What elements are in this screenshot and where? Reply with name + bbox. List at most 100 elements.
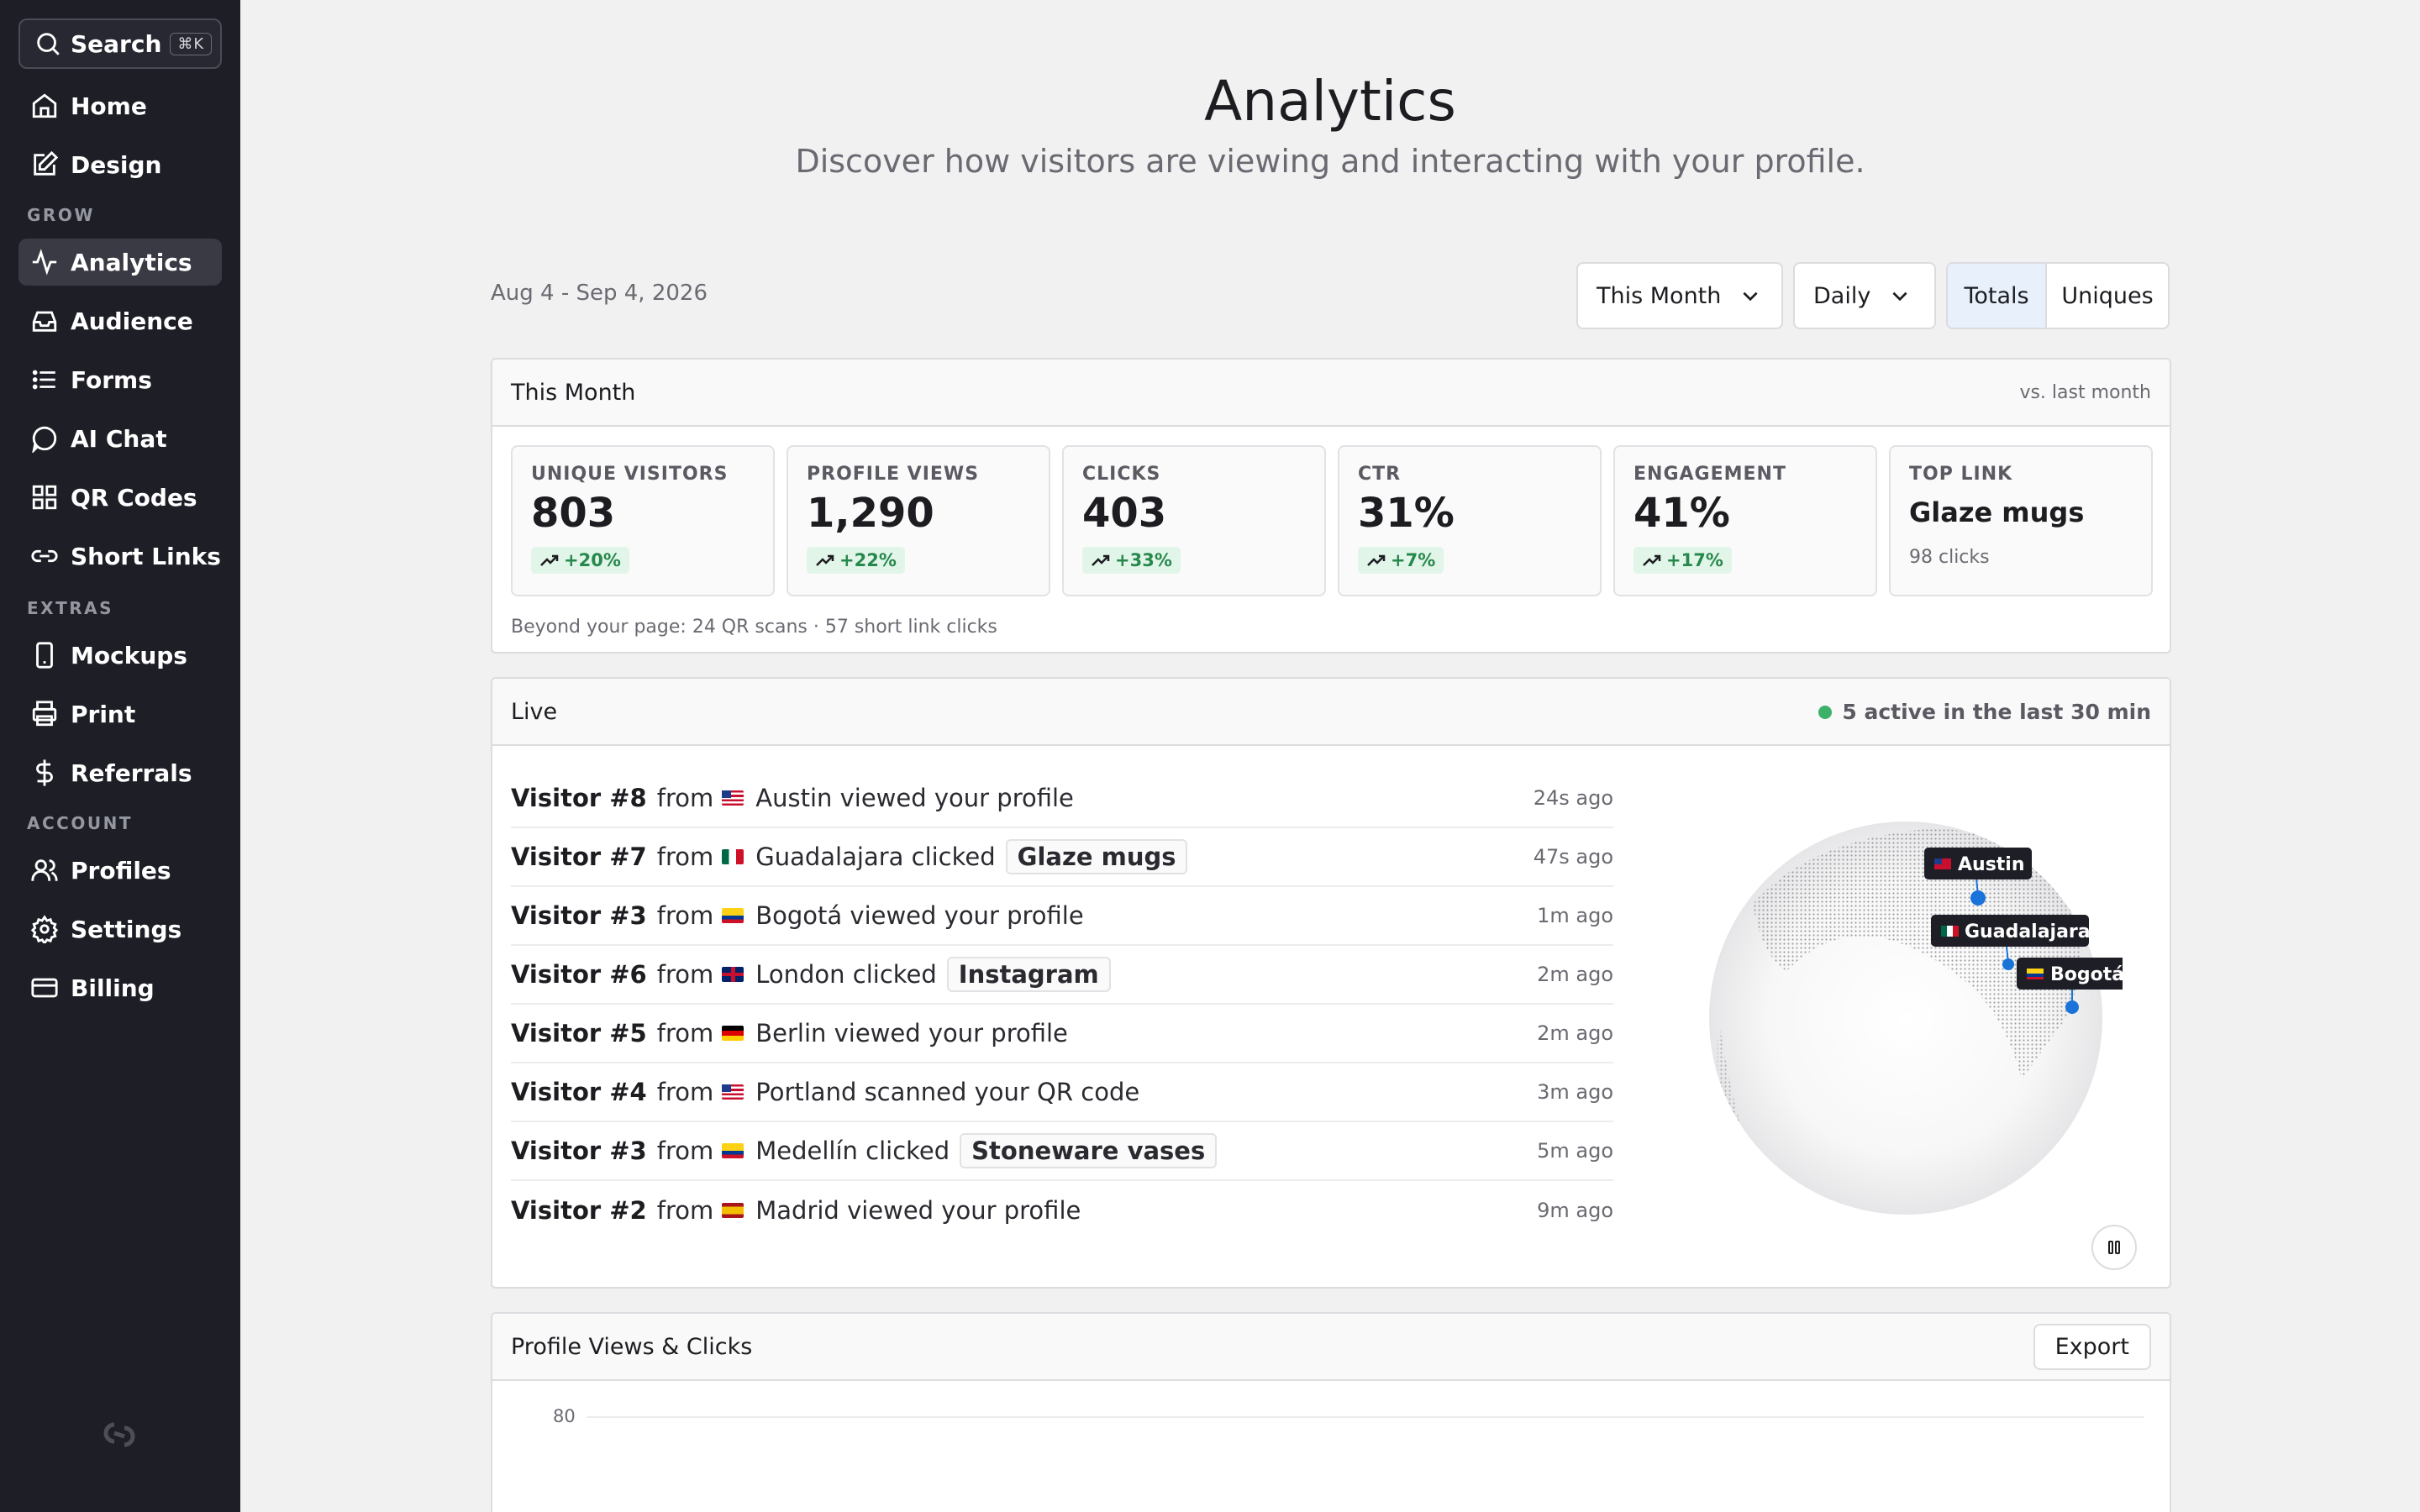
- stat-value: 403: [1082, 490, 1167, 537]
- visitor-city: Bogotá: [755, 901, 843, 930]
- pause-globe-button[interactable]: [2091, 1225, 2137, 1270]
- timestamp: 24s ago: [1533, 786, 1613, 810]
- uniques-toggle-button[interactable]: Uniques: [2061, 282, 2154, 309]
- visitor-name: Visitor #7: [511, 843, 647, 871]
- stat-label: TOP LINK: [1909, 464, 2013, 485]
- list-item: Visitor #3 from Medellín clicked Stonewa…: [511, 1122, 1613, 1181]
- visitor-action: viewed your profile: [847, 1196, 1081, 1225]
- grid-icon: [32, 485, 57, 510]
- visitor-city: Austin: [755, 784, 833, 812]
- beyond-page-note: Beyond your page: 24 QR scans · 57 short…: [511, 617, 997, 638]
- live-card: Live 5 active in the last 30 min Visitor…: [491, 677, 2171, 1289]
- timestamp: 5m ago: [1537, 1139, 1613, 1163]
- es-flag-icon: [722, 1203, 744, 1218]
- de-flag-icon: [722, 1026, 744, 1041]
- globe-label-austin: Austin: [1958, 854, 2025, 875]
- visitor-action: scanned your QR code: [864, 1078, 1140, 1106]
- live-status-dot: [1818, 705, 1833, 719]
- summary-card: This Month vs. last month UNIQUE VISITOR…: [491, 358, 2171, 654]
- search-label: Search: [71, 29, 162, 58]
- sidebar-item-label: Short Links: [71, 542, 221, 570]
- sidebar: Search ⌘K Home Design GROW Analytics Aud…: [0, 0, 240, 1512]
- globe-pin-austin[interactable]: Austin: [1924, 848, 2032, 906]
- chart-gridline: [587, 1416, 2144, 1418]
- stat-delta-badge: +20%: [531, 547, 629, 574]
- trending-up-icon: [1643, 554, 1661, 566]
- globe-pin-guadalajara[interactable]: Guadalajara: [1931, 915, 2091, 970]
- export-button[interactable]: Export: [2033, 1323, 2151, 1370]
- granularity-dropdown[interactable]: Daily: [1793, 262, 1936, 329]
- stat-label: ENGAGEMENT: [1634, 464, 1786, 485]
- y-axis-tick: 80: [553, 1406, 576, 1426]
- sidebar-item-mockups[interactable]: Mockups: [18, 632, 222, 679]
- timestamp: 2m ago: [1537, 1021, 1613, 1045]
- chat-bubble-icon: [32, 426, 57, 453]
- visitor-name: Visitor #3: [511, 1137, 647, 1165]
- visitor-action: viewed your profile: [850, 901, 1084, 930]
- period-dropdown[interactable]: This Month: [1576, 262, 1783, 329]
- co-flag-icon: [722, 1143, 744, 1158]
- trending-up-icon: [816, 554, 834, 566]
- live-globe[interactable]: Austin Guadalajara Bogotá: [1686, 803, 2123, 1240]
- sidebar-item-label: AI Chat: [71, 424, 167, 453]
- clicked-link-pill[interactable]: Glaze mugs: [1005, 839, 1188, 874]
- views-clicks-chart-card: Profile Views & Clicks Export 80: [491, 1312, 2171, 1512]
- list-item: Visitor #7 from Guadalajara clicked Glaz…: [511, 828, 1613, 887]
- totals-toggle-button[interactable]: Totals: [1948, 264, 2047, 328]
- from-label: from: [656, 1078, 714, 1106]
- sidebar-item-print[interactable]: Print: [18, 690, 222, 738]
- visitor-action: viewed your profile: [834, 1019, 1068, 1047]
- stat-delta-badge: +17%: [1634, 547, 1732, 574]
- visitor-name: Visitor #5: [511, 1019, 647, 1047]
- visitor-city: Berlin: [755, 1019, 827, 1047]
- stat-label: PROFILE VIEWS: [807, 464, 980, 485]
- from-label: from: [656, 1019, 714, 1047]
- sidebar-item-label: Forms: [71, 365, 152, 394]
- sidebar-item-billing[interactable]: Billing: [18, 964, 222, 1011]
- from-label: from: [656, 1137, 714, 1165]
- sidebar-item-short-links[interactable]: Short Links: [18, 533, 222, 580]
- list-item: Visitor #4 from Portland scanned your QR…: [511, 1063, 1613, 1122]
- visitor-city: Madrid: [755, 1196, 839, 1225]
- summary-card-title: This Month: [511, 379, 636, 406]
- sidebar-item-referrals[interactable]: Referrals: [18, 749, 222, 796]
- main-content: Analytics Discover how visitors are view…: [240, 0, 2420, 1512]
- visitor-action: viewed your profile: [839, 784, 1074, 812]
- trending-up-icon: [1092, 554, 1110, 566]
- totals-uniques-toggle: Totals Uniques: [1946, 262, 2170, 329]
- sidebar-item-home[interactable]: Home: [18, 82, 222, 129]
- globe-pin-bogota[interactable]: Bogotá: [2017, 958, 2123, 1014]
- period-dropdown-value: This Month: [1597, 282, 1722, 309]
- sidebar-item-settings[interactable]: Settings: [18, 906, 222, 953]
- stat-value: 1,290: [807, 490, 934, 537]
- clicked-link-pill[interactable]: Instagram: [946, 957, 1111, 992]
- activity-icon: [32, 249, 57, 276]
- globe-label-bogota: Bogotá: [2050, 964, 2123, 985]
- stat-top-link[interactable]: TOP LINK Glaze mugs 98 clicks: [1889, 445, 2153, 596]
- sidebar-item-qr-codes[interactable]: QR Codes: [18, 474, 222, 521]
- visitor-action: clicked: [911, 843, 996, 871]
- users-icon: [31, 859, 58, 881]
- timestamp: 3m ago: [1537, 1080, 1613, 1104]
- sidebar-item-audience[interactable]: Audience: [18, 297, 222, 344]
- search-icon: [37, 33, 60, 55]
- granularity-dropdown-value: Daily: [1813, 282, 1871, 309]
- stat-label: CTR: [1358, 464, 1402, 485]
- chevron-down-icon: [1892, 291, 1907, 302]
- sidebar-item-analytics[interactable]: Analytics: [18, 239, 222, 286]
- sidebar-item-label: QR Codes: [71, 483, 197, 512]
- stat-delta-badge: +22%: [807, 547, 905, 574]
- top-link-name: Glaze mugs: [1909, 496, 2085, 528]
- sidebar-item-profiles[interactable]: Profiles: [18, 847, 222, 894]
- us-flag-icon: [722, 1084, 744, 1100]
- sidebar-item-design[interactable]: Design: [18, 141, 222, 188]
- search-button[interactable]: Search ⌘K: [18, 18, 222, 69]
- sidebar-item-forms[interactable]: Forms: [18, 356, 222, 403]
- visitor-action: clicked: [865, 1137, 950, 1165]
- clicked-link-pill[interactable]: Stoneware vases: [960, 1133, 1218, 1168]
- from-label: from: [656, 901, 714, 930]
- timestamp: 47s ago: [1533, 845, 1613, 869]
- visitor-name: Visitor #8: [511, 784, 647, 812]
- chevron-down-icon: [1743, 291, 1758, 302]
- sidebar-item-ai-chat[interactable]: AI Chat: [18, 415, 222, 462]
